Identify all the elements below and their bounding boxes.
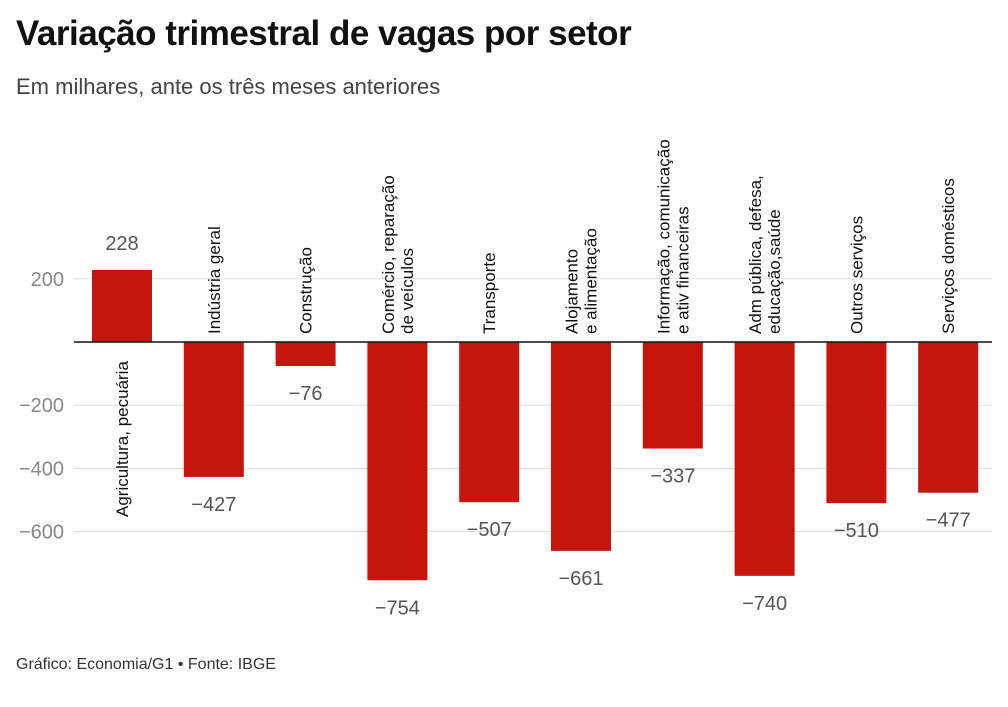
category-label-line: Outros serviços bbox=[847, 216, 866, 334]
bar bbox=[551, 342, 611, 551]
bar bbox=[92, 269, 152, 342]
category-label: Indústria geral bbox=[205, 226, 224, 334]
category-label-line: educação,saúde bbox=[765, 209, 784, 334]
bar bbox=[367, 342, 428, 581]
bar bbox=[183, 342, 244, 477]
category-label: Transporte bbox=[480, 252, 499, 334]
category-label-line: Serviços domésticos bbox=[939, 178, 958, 334]
category-label-line: e alimentação bbox=[582, 228, 601, 334]
category-label: Comércio, reparação de veículos bbox=[379, 175, 417, 334]
value-label: −661 bbox=[558, 568, 603, 590]
y-tick-label: −400 bbox=[19, 458, 64, 480]
value-label: −740 bbox=[742, 593, 787, 615]
value-label: −76 bbox=[289, 383, 323, 405]
category-label-line: e ativ financeiras bbox=[673, 206, 692, 334]
category-label-line: Adm pública, defesa, bbox=[746, 175, 765, 334]
label-layer: 200 −200 −400 −600 228 Agricultura, pecuária −… bbox=[19, 139, 971, 619]
category-label: Informação, comunicação e ativ financeira… bbox=[654, 139, 692, 334]
value-label: −510 bbox=[834, 520, 879, 542]
category-label-line: de veículos bbox=[398, 248, 417, 334]
category-label-line: Comércio, reparação bbox=[379, 175, 398, 334]
bar bbox=[734, 342, 795, 576]
y-tick-label: 200 bbox=[31, 269, 64, 291]
bar bbox=[459, 342, 520, 503]
category-label: Serviços domésticos bbox=[939, 178, 958, 334]
category-label: Adm pública, defesa, educação,saúde bbox=[746, 175, 784, 334]
category-label-line: Construção bbox=[297, 247, 316, 334]
category-label-line: Indústria geral bbox=[205, 226, 224, 334]
value-label: 228 bbox=[105, 233, 138, 255]
bar bbox=[275, 342, 336, 367]
value-label: −337 bbox=[650, 465, 695, 487]
category-label-line: Transporte bbox=[480, 252, 499, 334]
category-label-line: Agricultura, pecuária bbox=[113, 361, 132, 517]
category-label: Agricultura, pecuária bbox=[113, 361, 132, 517]
category-label: Alojamento e alimentação bbox=[563, 228, 601, 334]
category-label-line: Informação, comunicação bbox=[654, 139, 673, 334]
value-label: −507 bbox=[467, 519, 512, 541]
value-label: −427 bbox=[191, 494, 236, 516]
value-label: −477 bbox=[926, 510, 971, 532]
source-note: Gráfico: Economia/G1 • Fonte: IBGE bbox=[16, 656, 276, 673]
bar-layer bbox=[92, 269, 979, 581]
bar bbox=[918, 342, 979, 493]
y-tick-label: −600 bbox=[19, 522, 64, 544]
value-label: −754 bbox=[375, 597, 420, 619]
chart-title: Variação trimestral de vagas por setor bbox=[16, 14, 632, 53]
y-tick-label: −200 bbox=[19, 395, 64, 417]
category-label: Outros serviços bbox=[847, 216, 866, 334]
chart-subtitle: Em milhares, ante os três meses anterior… bbox=[16, 74, 441, 99]
category-label-line: Alojamento bbox=[563, 249, 582, 334]
category-label: Construção bbox=[297, 247, 316, 334]
bar bbox=[642, 342, 703, 449]
bar bbox=[826, 342, 887, 504]
